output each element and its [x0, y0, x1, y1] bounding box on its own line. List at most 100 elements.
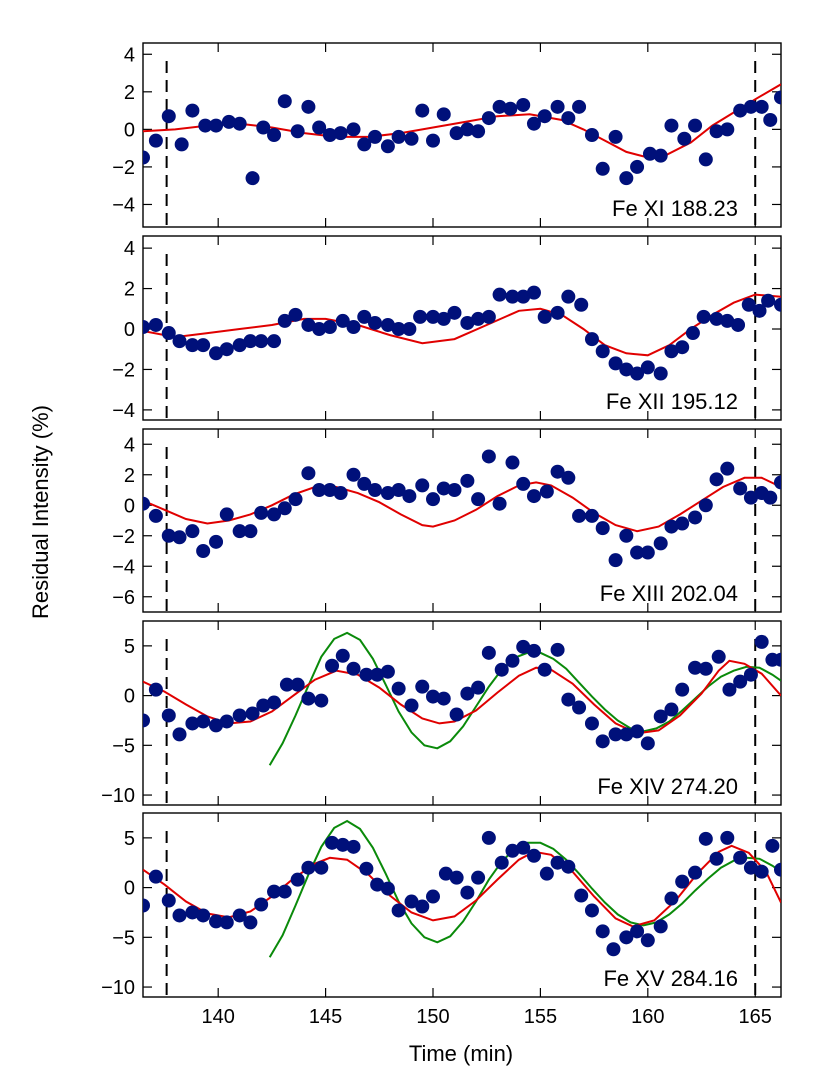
data-point: [254, 897, 269, 912]
data-point: [733, 103, 748, 118]
y-tick-label: 5: [124, 828, 135, 850]
data-point: [675, 874, 690, 889]
data-point: [325, 658, 340, 673]
data-point: [688, 510, 703, 525]
y-tick-label: −5: [112, 927, 135, 949]
data-point: [415, 103, 430, 118]
panel-label: Fe XIII 202.04: [600, 581, 738, 606]
y-tick-label: 0: [124, 119, 135, 141]
panel-frame: [142, 620, 782, 806]
y-tick-label: 4: [124, 238, 135, 260]
data-point: [481, 830, 496, 845]
data-point: [232, 708, 247, 723]
data-point: [172, 727, 187, 742]
data-point: [720, 122, 735, 137]
data-point: [436, 691, 451, 706]
x-tick-label: 165: [739, 1006, 772, 1028]
data-point: [494, 662, 509, 677]
data-point: [619, 171, 634, 186]
y-tick-label: 5: [124, 636, 135, 658]
y-axis-title: Residual Intensity (%): [28, 405, 53, 619]
data-point: [312, 483, 327, 497]
data-point: [761, 293, 776, 308]
data-point: [709, 311, 724, 326]
panel-frame: [142, 428, 782, 613]
data-point: [172, 530, 187, 545]
data-point: [688, 865, 703, 880]
data-point: [232, 116, 247, 131]
data-point: [733, 850, 748, 865]
data-point: [608, 129, 623, 144]
data-point: [733, 481, 748, 496]
data-point: [754, 99, 769, 114]
data-point: [505, 289, 520, 304]
data-point: [277, 94, 292, 109]
data-point: [333, 126, 348, 141]
data-point: [346, 467, 361, 482]
panel-frame: [142, 42, 782, 228]
plot-area: [143, 254, 781, 420]
data-point: [550, 464, 565, 479]
data-point: [221, 114, 236, 129]
data-point: [267, 884, 282, 899]
data-point: [346, 122, 361, 137]
data-point: [243, 915, 258, 930]
data-point: [402, 489, 417, 504]
data-point: [426, 889, 440, 904]
data-point: [290, 124, 305, 139]
data-point: [516, 97, 531, 112]
data-point: [368, 483, 382, 497]
data-point: [196, 544, 211, 558]
data-point: [209, 346, 224, 361]
data-point: [219, 714, 234, 729]
data-point: [148, 133, 163, 148]
data-point: [688, 660, 703, 675]
data-point: [185, 524, 200, 539]
data-point: [664, 519, 679, 534]
data-point: [619, 930, 634, 945]
data-point: [774, 862, 781, 877]
data-point: [380, 317, 395, 332]
data-point: [584, 332, 599, 347]
data-point: [312, 120, 327, 135]
y-tick-label: −2: [112, 359, 135, 381]
data-point: [245, 706, 260, 721]
data-point: [148, 508, 163, 523]
data-point: [677, 131, 692, 146]
data-point: [743, 490, 758, 505]
data-point: [267, 128, 282, 142]
data-point: [574, 888, 589, 903]
data-point: [653, 148, 668, 163]
data-point: [763, 490, 778, 505]
data-point: [640, 360, 655, 375]
data-point: [709, 851, 724, 866]
data-point: [698, 831, 713, 846]
data-point: [245, 171, 260, 186]
data-point: [572, 508, 587, 523]
data-point: [709, 472, 724, 487]
data-point: [436, 311, 451, 326]
data-point: [664, 344, 679, 359]
data-point: [516, 476, 531, 491]
data-point: [380, 486, 395, 501]
data-point: [731, 317, 746, 332]
data-point: [267, 334, 282, 349]
data-point: [209, 914, 224, 929]
data-point: [447, 483, 462, 497]
data-point: [380, 139, 395, 154]
data-point: [290, 677, 305, 692]
x-tick-label: 160: [631, 1006, 664, 1028]
data-point: [696, 309, 711, 324]
data-point: [254, 505, 269, 520]
data-point: [325, 835, 340, 850]
data-point: [232, 908, 247, 923]
data-point: [185, 905, 200, 920]
data-point: [595, 521, 610, 536]
data-point: [619, 727, 634, 742]
data-point: [415, 679, 430, 694]
data-point: [664, 891, 679, 906]
data-point: [630, 545, 645, 560]
data-point: [526, 116, 541, 131]
data-point: [143, 898, 150, 913]
